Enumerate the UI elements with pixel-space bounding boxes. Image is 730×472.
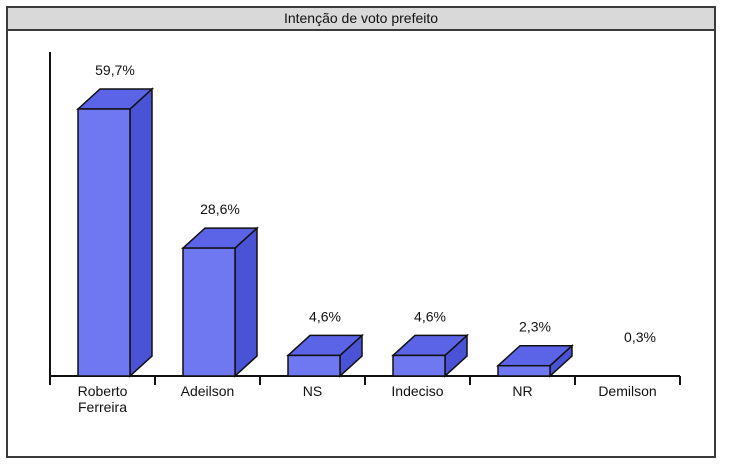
data-label: 59,7% xyxy=(95,62,135,78)
x-tick-label: NS xyxy=(303,383,322,399)
bar-front xyxy=(497,364,551,377)
chart-bars xyxy=(76,87,574,378)
data-label: 4,6% xyxy=(309,308,341,324)
data-label: 2,3% xyxy=(519,319,551,335)
x-tick-label: Adeilson xyxy=(181,383,235,399)
bar xyxy=(76,87,154,378)
bar-side xyxy=(129,87,153,378)
bar-front xyxy=(182,247,236,377)
bar-front xyxy=(287,354,341,377)
data-label: 4,6% xyxy=(414,308,446,324)
bar xyxy=(391,333,469,378)
chart-axes xyxy=(49,52,681,385)
bar-front xyxy=(77,108,131,377)
chart-labels: 59,7% Roberto Ferreira 28,6% Adeilson 4,6% NS 4… xyxy=(78,62,657,415)
chart-title: Intenção de voto prefeito xyxy=(6,6,716,31)
x-tick-label: Demilson xyxy=(598,383,656,399)
data-label: 0,3% xyxy=(624,329,656,345)
bar xyxy=(496,344,574,378)
bar-front xyxy=(392,354,446,377)
x-tick-label: Roberto Ferreira xyxy=(78,383,128,415)
bar xyxy=(181,226,259,378)
x-tick-label: Indeciso xyxy=(391,383,443,399)
bar xyxy=(286,333,364,378)
bar-side xyxy=(234,226,258,378)
x-tick-label: NR xyxy=(512,383,532,399)
data-label: 28,6% xyxy=(200,201,240,217)
